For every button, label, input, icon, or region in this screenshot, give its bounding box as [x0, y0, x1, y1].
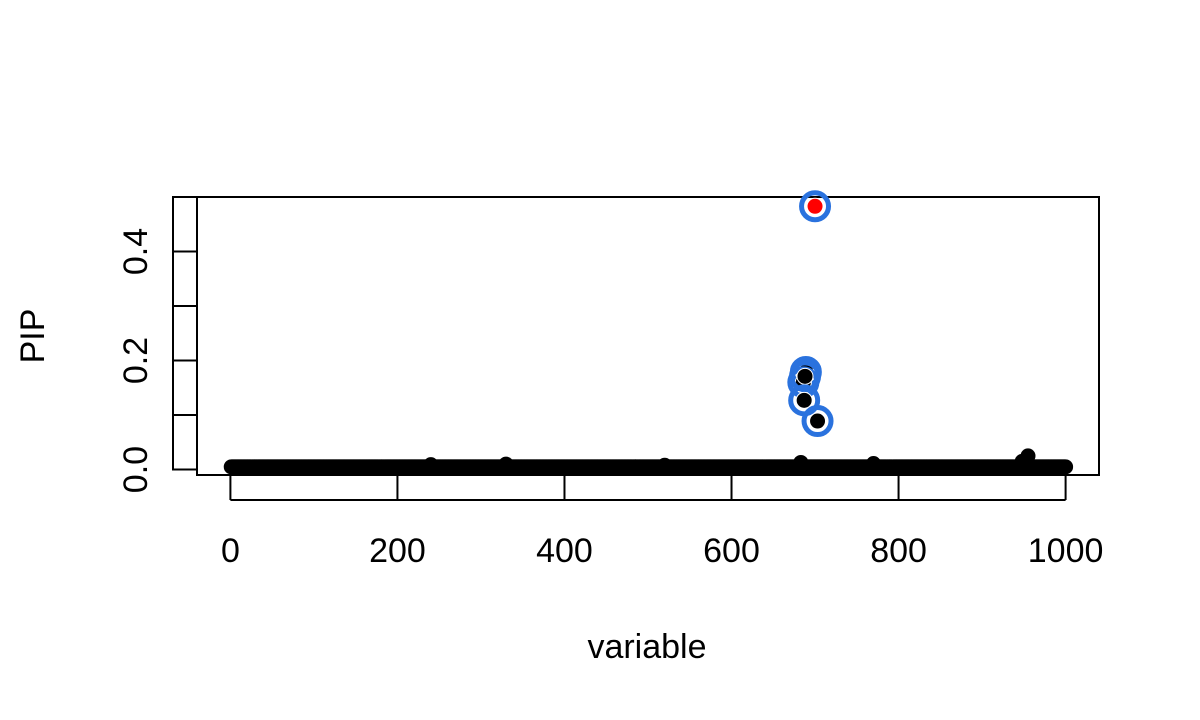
y-axis: 0.0 0.2 0.4 — [117, 196, 197, 493]
plot-frame — [196, 196, 1100, 476]
x-tick-label: 800 — [870, 532, 927, 570]
background-point — [498, 456, 514, 472]
background-point — [866, 456, 881, 472]
x-tick-label: 200 — [369, 532, 426, 570]
x-tick-label: 600 — [703, 532, 760, 570]
y-tick-label: 0.0 — [117, 446, 155, 493]
background-point — [1014, 453, 1030, 469]
background-point — [657, 457, 673, 473]
y-tick-label: 0.2 — [117, 337, 155, 384]
x-tick-label: 400 — [536, 532, 593, 570]
highlighted-point — [796, 367, 814, 385]
x-axis-title: variable — [587, 628, 706, 666]
x-tick-label: 0 — [221, 532, 240, 570]
highlight-ring — [801, 405, 834, 438]
y-tick-label: 0.4 — [117, 228, 155, 275]
highlighted-point — [795, 391, 813, 409]
highlight-ring — [789, 360, 822, 393]
data-points — [223, 190, 1074, 475]
x-tick-label: 1000 — [1028, 532, 1104, 570]
background-point — [1058, 459, 1074, 475]
background-point — [423, 457, 439, 473]
y-axis-title: PIP — [14, 309, 52, 364]
highlighted-point — [809, 412, 827, 430]
highlight-ring — [799, 190, 832, 223]
background-point — [793, 454, 809, 470]
highlighted-point — [806, 197, 824, 215]
x-axis: 0 200 400 600 800 1000 — [221, 476, 1103, 570]
